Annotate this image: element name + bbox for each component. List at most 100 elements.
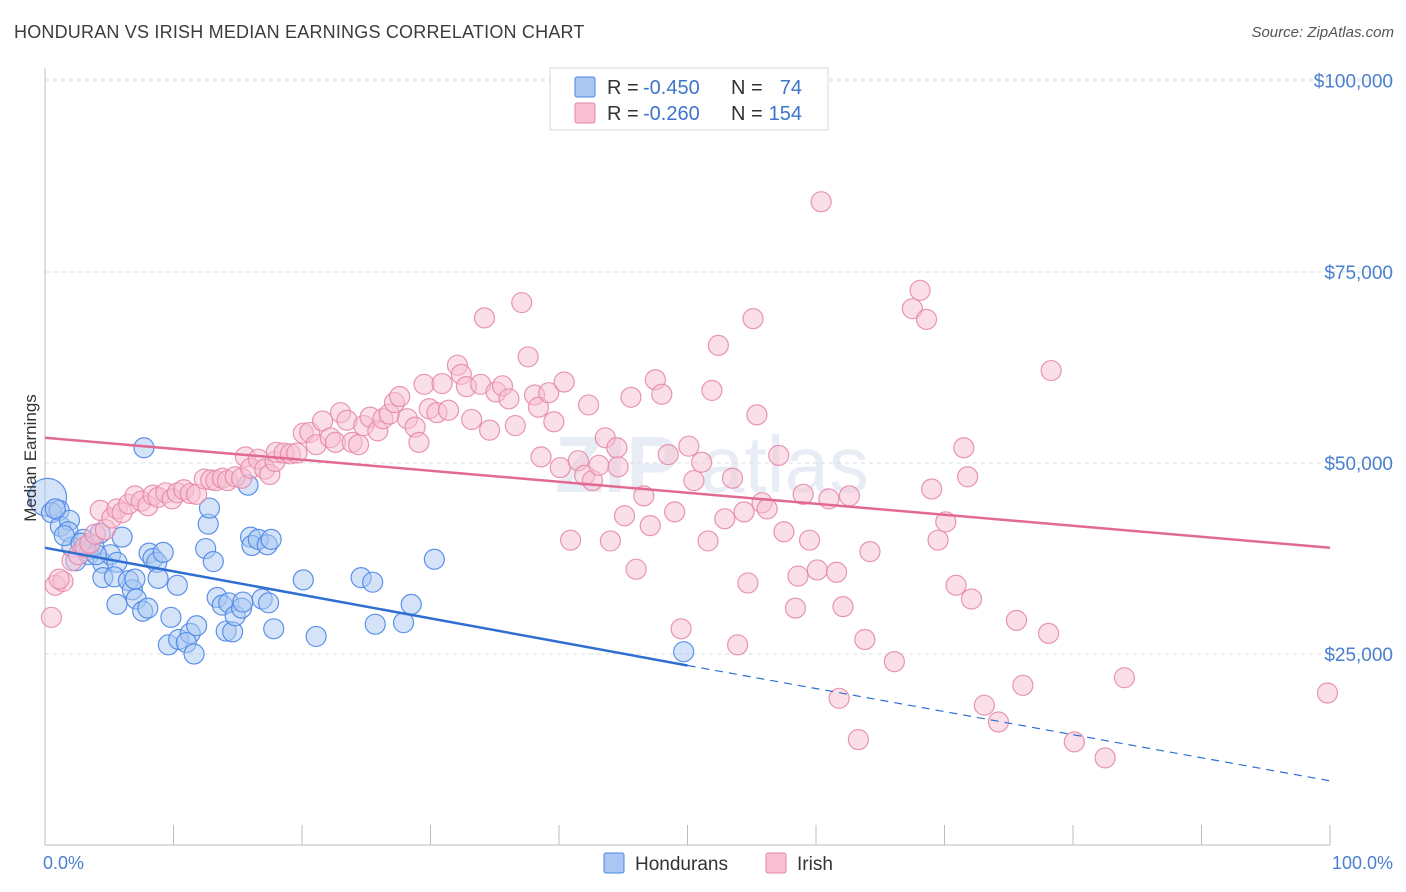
- legend-r-label-pink: R =: [607, 103, 639, 125]
- data-point: [957, 466, 979, 488]
- data-point: [670, 618, 692, 640]
- data-point: [960, 588, 983, 610]
- data-point: [599, 530, 622, 552]
- data-point: [787, 565, 809, 587]
- data-point: [945, 574, 967, 596]
- data-point: [543, 411, 565, 433]
- legend-swatch-pink: [574, 102, 596, 124]
- series-legend: Hondurans Irish: [603, 852, 833, 875]
- data-point: [186, 615, 208, 637]
- data-point: [915, 308, 938, 330]
- data-point: [347, 434, 370, 456]
- data-point: [633, 485, 655, 507]
- data-point: [1037, 622, 1060, 644]
- data-point: [678, 435, 700, 457]
- data-point: [707, 334, 729, 356]
- data-point: [461, 408, 483, 431]
- data-point: [742, 308, 764, 330]
- y-tick-label: $100,000: [1314, 72, 1393, 93]
- data-point: [183, 643, 205, 665]
- data-point: [202, 550, 224, 573]
- data-point: [538, 382, 560, 404]
- data-point: [137, 597, 159, 619]
- legend-r-value-blue: -0.450: [643, 77, 700, 99]
- data-point: [953, 437, 975, 459]
- data-point: [400, 593, 422, 615]
- data-point: [166, 574, 188, 596]
- data-point: [847, 728, 870, 751]
- data-point: [559, 529, 582, 551]
- data-point: [784, 597, 807, 619]
- data-point: [1113, 667, 1136, 689]
- data-point: [673, 641, 695, 663]
- data-point: [883, 651, 905, 673]
- data-point: [527, 396, 550, 418]
- data-point: [921, 478, 943, 500]
- data-point: [683, 469, 705, 492]
- data-point: [935, 511, 957, 533]
- data-point: [613, 505, 636, 527]
- data-point: [257, 592, 280, 614]
- data-point: [792, 483, 814, 505]
- data-point: [832, 596, 854, 618]
- data-point: [260, 528, 282, 551]
- data-point: [798, 529, 821, 551]
- correlation-legend: R = -0.450 N = 74 R = -0.260 N = 154: [549, 67, 829, 131]
- data-point: [423, 548, 445, 570]
- data-point: [756, 498, 778, 520]
- data-point: [664, 501, 686, 523]
- bottom-legend-swatch-hondurans: [603, 852, 625, 874]
- data-point: [389, 385, 411, 408]
- data-point: [437, 399, 460, 421]
- data-point: [727, 634, 749, 656]
- grid: [45, 78, 1393, 655]
- legend-r-value-pink: -0.260: [643, 103, 700, 125]
- legend-n-value-pink: 154: [769, 103, 802, 125]
- data-point: [106, 593, 128, 615]
- y-tick-label: $25,000: [1324, 645, 1393, 666]
- data-point: [1316, 682, 1339, 704]
- data-point: [607, 456, 629, 478]
- data-point: [511, 291, 533, 314]
- data-point: [577, 394, 600, 416]
- legend-n-value-blue: 74: [780, 77, 802, 99]
- data-point: [124, 568, 146, 590]
- hondurans-trend-line: [44, 546, 688, 667]
- data-point: [859, 541, 881, 563]
- data-point: [364, 613, 386, 635]
- data-point: [498, 388, 520, 410]
- data-point: [909, 279, 931, 301]
- data-point: [838, 485, 861, 507]
- data-point: [806, 559, 828, 581]
- data-point: [198, 497, 221, 519]
- data-point: [651, 383, 673, 405]
- axes: $25,000 $50,000 $75,000 $100,000: [44, 68, 1393, 846]
- data-point: [657, 443, 679, 466]
- data-point: [701, 379, 723, 402]
- y-axis-label: Median Earnings: [21, 394, 40, 522]
- data-point: [530, 446, 552, 468]
- data-point: [691, 451, 713, 473]
- bottom-legend-swatch-irish: [765, 852, 787, 874]
- data-point: [413, 373, 435, 395]
- data-point: [1094, 747, 1116, 769]
- data-point: [697, 530, 719, 552]
- data-point: [431, 372, 453, 395]
- y-tick-label: $50,000: [1324, 454, 1393, 475]
- bottom-legend-hondurans: Hondurans: [635, 854, 728, 875]
- data-point: [973, 694, 995, 716]
- data-point: [987, 711, 1010, 733]
- data-point: [48, 568, 70, 590]
- data-point: [606, 437, 628, 459]
- data-point: [504, 414, 526, 437]
- data-point: [721, 467, 744, 489]
- data-point: [1005, 609, 1028, 631]
- data-point: [588, 454, 610, 476]
- data-point: [810, 191, 832, 213]
- irish-trend-line: [44, 436, 1331, 550]
- data-point: [44, 498, 66, 520]
- data-point: [517, 346, 539, 368]
- data-point: [40, 606, 63, 628]
- legend-n-label-pink: N =: [731, 103, 763, 125]
- data-point: [263, 618, 285, 640]
